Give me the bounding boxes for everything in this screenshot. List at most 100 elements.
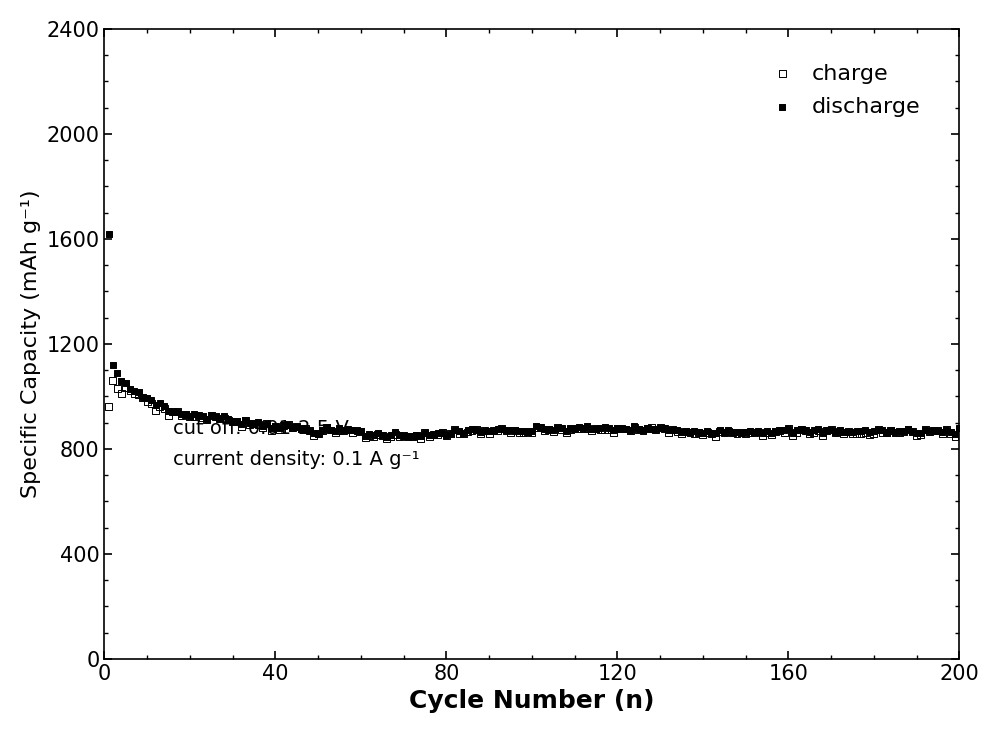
charge: [678, 426, 694, 437]
discharge: [652, 422, 668, 434]
charge: [524, 427, 540, 439]
charge: [763, 428, 779, 440]
charge: [772, 425, 788, 437]
discharge: [426, 429, 442, 440]
charge: [169, 405, 185, 417]
discharge: [302, 425, 318, 437]
charge: [938, 424, 954, 435]
charge: [361, 430, 377, 442]
discharge: [438, 429, 454, 440]
discharge: [293, 424, 309, 435]
charge: [246, 418, 262, 429]
discharge: [558, 425, 574, 437]
charge: [686, 427, 702, 439]
charge: [109, 382, 125, 394]
discharge: [904, 425, 920, 437]
discharge: [391, 429, 407, 441]
discharge: [716, 426, 732, 437]
discharge: [515, 425, 531, 437]
discharge: [772, 424, 788, 436]
discharge: [703, 426, 719, 438]
discharge: [725, 426, 741, 437]
discharge: [306, 427, 322, 439]
Y-axis label: Specific Capacity (mAh g⁻¹): Specific Capacity (mAh g⁻¹): [21, 189, 41, 498]
charge: [554, 424, 570, 435]
charge: [259, 417, 275, 429]
charge: [712, 426, 728, 437]
discharge: [746, 426, 762, 438]
discharge: [844, 426, 860, 438]
discharge: [562, 422, 578, 434]
charge: [250, 418, 266, 430]
discharge: [310, 428, 326, 440]
charge: [733, 427, 749, 439]
Legend: charge, discharge: charge, discharge: [760, 53, 931, 128]
charge: [609, 423, 625, 435]
discharge: [400, 430, 416, 442]
charge: [947, 430, 963, 442]
discharge: [626, 421, 642, 432]
discharge: [344, 424, 360, 436]
discharge: [199, 413, 215, 424]
discharge: [413, 430, 429, 442]
discharge: [635, 424, 651, 436]
discharge: [255, 420, 271, 432]
charge: [310, 427, 326, 439]
discharge: [477, 425, 493, 437]
charge: [502, 426, 518, 438]
discharge: [691, 426, 707, 438]
charge: [195, 412, 211, 424]
charge: [344, 427, 360, 439]
charge: [943, 427, 959, 439]
discharge: [216, 410, 232, 422]
discharge: [554, 422, 570, 434]
discharge: [853, 425, 869, 437]
charge: [178, 409, 194, 421]
charge: [844, 428, 860, 440]
discharge: [212, 413, 228, 424]
charge: [156, 403, 172, 415]
charge: [797, 424, 813, 436]
charge: [567, 423, 583, 435]
charge: [460, 426, 476, 438]
discharge: [485, 425, 501, 437]
charge: [729, 428, 745, 440]
charge: [815, 429, 831, 441]
charge: [280, 418, 296, 430]
charge: [464, 424, 480, 436]
discharge: [648, 423, 664, 435]
discharge: [917, 424, 933, 436]
discharge: [178, 408, 194, 420]
discharge: [849, 425, 865, 437]
discharge: [408, 429, 424, 440]
charge: [695, 429, 711, 441]
charge: [255, 421, 271, 433]
discharge: [541, 424, 557, 435]
discharge: [366, 429, 382, 440]
discharge: [195, 410, 211, 421]
discharge: [237, 415, 253, 426]
charge: [921, 426, 937, 437]
charge: [682, 426, 698, 438]
charge: [635, 425, 651, 437]
discharge: [699, 425, 715, 437]
charge: [349, 424, 365, 436]
discharge: [182, 410, 198, 422]
discharge: [276, 419, 292, 431]
discharge: [327, 425, 343, 437]
charge: [378, 433, 394, 445]
discharge: [605, 424, 621, 436]
discharge: [267, 421, 283, 432]
charge: [306, 429, 322, 441]
discharge: [921, 426, 937, 437]
discharge: [455, 427, 471, 439]
discharge: [284, 422, 300, 434]
discharge: [105, 359, 121, 371]
charge: [152, 401, 168, 413]
charge: [725, 426, 741, 438]
charge: [212, 413, 228, 425]
charge: [237, 414, 253, 426]
discharge: [165, 407, 181, 418]
charge: [190, 410, 206, 421]
charge: [588, 423, 604, 435]
